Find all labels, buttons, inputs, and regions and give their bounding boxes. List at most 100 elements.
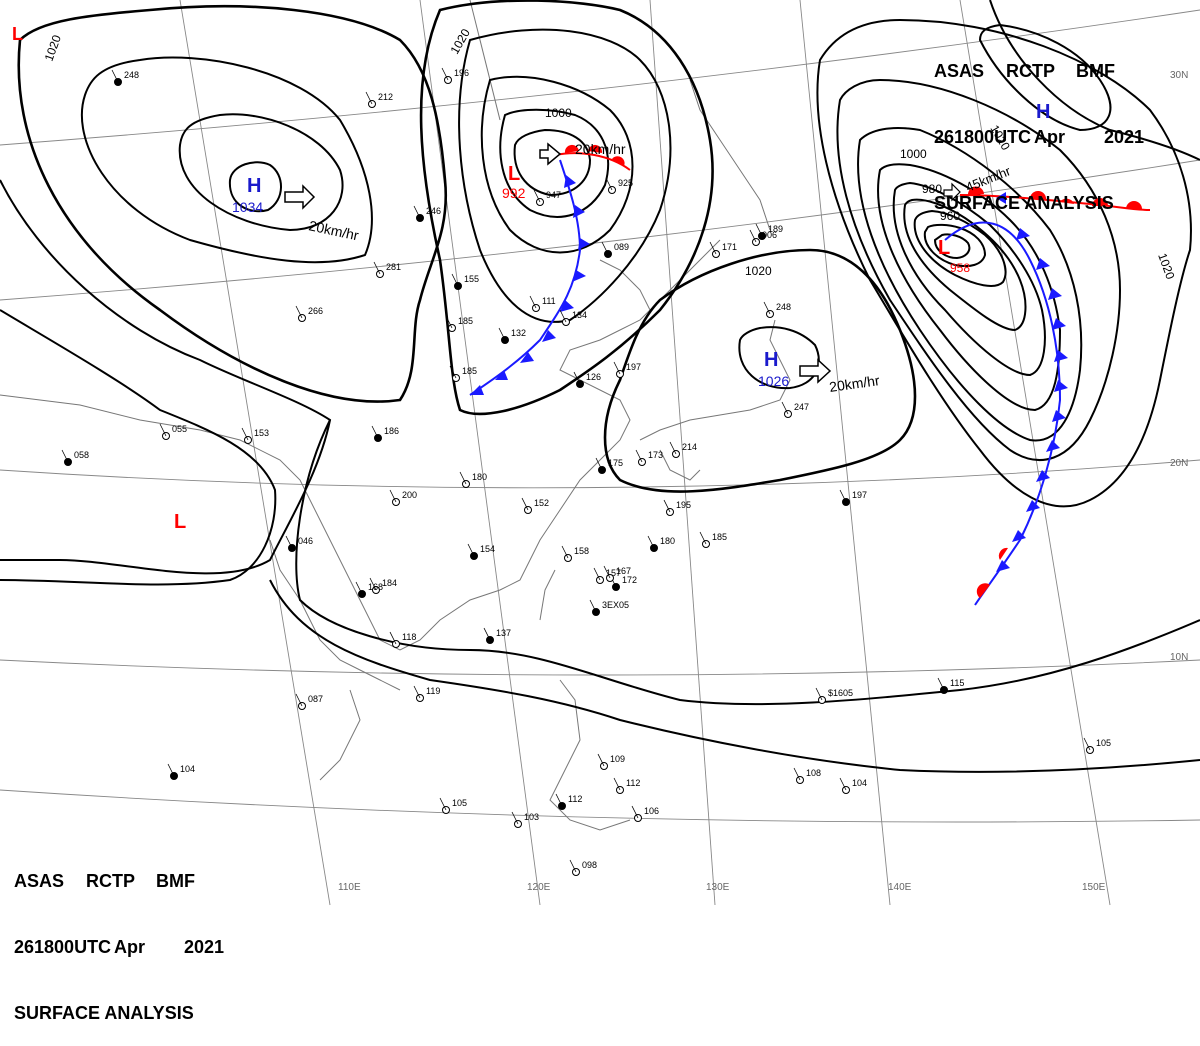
wind-barb	[498, 327, 506, 341]
wind-barb	[1083, 737, 1091, 751]
wind-barb	[603, 565, 611, 579]
station-pressure: 055	[172, 424, 187, 434]
station-pressure: 006	[762, 230, 777, 240]
low-pressure-label: L	[508, 163, 520, 185]
wind-barb	[111, 69, 119, 83]
lon-label: 150E	[1082, 882, 1106, 893]
wind-barb	[597, 753, 605, 767]
station-pressure: 247	[794, 402, 809, 412]
wind-barb	[613, 777, 621, 791]
wind-barb	[373, 261, 381, 275]
station-pressure: 196	[454, 68, 469, 78]
station-pressure: 108	[806, 768, 821, 778]
header-product: SURFACE ANALYSIS	[14, 1003, 194, 1023]
header-region: ASAS	[14, 871, 65, 891]
station-pressure: 132	[511, 328, 526, 338]
wind-barb	[295, 305, 303, 319]
high-pressure-value: 1034	[232, 199, 263, 215]
wind-barb	[815, 687, 823, 701]
motion-arrow-icon	[539, 142, 562, 166]
header-month: Apr	[114, 937, 145, 957]
wind-barb	[529, 295, 537, 309]
station-pressure: 197	[852, 490, 867, 500]
wind-barb	[561, 545, 569, 559]
isobar-label: 980	[922, 182, 942, 196]
station-pressure: 154	[480, 544, 495, 554]
station-pressure: 186	[384, 426, 399, 436]
wind-barb	[449, 365, 457, 379]
wind-barb	[369, 577, 377, 591]
surface-analysis-map: 1020 1020 1000 1020 1000 1020 1020 980 9…	[0, 0, 1200, 906]
lon-label: 140E	[888, 882, 912, 893]
station-pressure: $1605	[828, 688, 853, 698]
wind-barb	[483, 627, 491, 641]
station-pressure: 157	[606, 568, 621, 578]
wind-barb	[709, 241, 717, 255]
station-pressure: 172	[622, 575, 637, 585]
station-pressure: 087	[308, 694, 323, 704]
station-pressure: 118	[402, 632, 416, 642]
wind-barb	[389, 489, 397, 503]
header-year: 2021	[184, 937, 225, 957]
station-pressure: 925	[618, 178, 633, 188]
isobar-label: 1000	[545, 106, 572, 120]
wind-barb	[613, 361, 621, 375]
header-product: SURFACE ANALYSIS	[934, 193, 1114, 213]
wind-barb	[793, 767, 801, 781]
low-pressure-label: L	[12, 24, 23, 44]
station-pressure: 134	[572, 310, 587, 320]
lat-label: 20N	[1170, 458, 1188, 469]
wind-barb	[669, 441, 677, 455]
station-pressure: 103	[524, 812, 539, 822]
station-pressure: 266	[308, 306, 323, 316]
station-pressure: 137	[496, 628, 511, 638]
wind-barb	[559, 309, 567, 323]
lon-label: 120E	[527, 882, 551, 893]
wind-barb	[647, 535, 655, 549]
high-pressure-label: H	[1036, 101, 1050, 123]
grid-labels: 110E 120E 130E 140E 150E 30N 20N 10N	[338, 70, 1188, 893]
isobar-label: 1020	[745, 264, 772, 278]
station-pressure: 089	[614, 242, 629, 252]
wind-barb	[763, 301, 771, 315]
station-pressure: 158	[574, 546, 589, 556]
station-pressure: 168	[368, 582, 383, 592]
station-pressure: 112	[626, 778, 640, 788]
station-pressure: 185	[712, 532, 727, 542]
station-pressure: 105	[452, 798, 467, 808]
high-pressure-value: 1026	[758, 373, 789, 389]
wind-barb	[663, 499, 671, 513]
header-time: 261800UTC	[934, 127, 1032, 147]
wind-barb	[439, 797, 447, 811]
station-pressure: 111	[542, 296, 556, 306]
lon-label: 130E	[706, 882, 730, 893]
header-source: RCTP	[1006, 61, 1055, 81]
warm-front	[554, 152, 631, 171]
wind-barb	[781, 401, 789, 415]
station-pressure: 246	[426, 206, 441, 216]
wind-barb	[595, 457, 603, 471]
lon-label: 110E	[338, 882, 361, 893]
station-pressure: 200	[402, 490, 417, 500]
isobars	[0, 0, 1200, 773]
high-pressure-label: H	[247, 175, 261, 197]
station-pressure: 212	[378, 92, 393, 102]
wind-barb	[631, 805, 639, 819]
wind-barb	[467, 543, 475, 557]
fronts	[469, 144, 1151, 606]
station-pressure: 104	[180, 764, 195, 774]
wind-barb	[365, 91, 373, 105]
low-pressure-value: 992	[502, 185, 526, 201]
station-pressure: 175	[608, 458, 623, 468]
coastlines	[0, 0, 791, 831]
station-pressure: 112	[568, 794, 582, 804]
low-pressure-label: L	[938, 237, 950, 259]
station-pressure: 185	[458, 316, 473, 326]
wind-barb	[451, 273, 459, 287]
wind-barb	[589, 599, 597, 613]
header-month: Apr	[1034, 127, 1065, 147]
station-pressure: 105	[1096, 738, 1111, 748]
wind-barb	[459, 471, 467, 485]
wind-barb	[573, 371, 581, 385]
wind-barb	[593, 567, 601, 581]
